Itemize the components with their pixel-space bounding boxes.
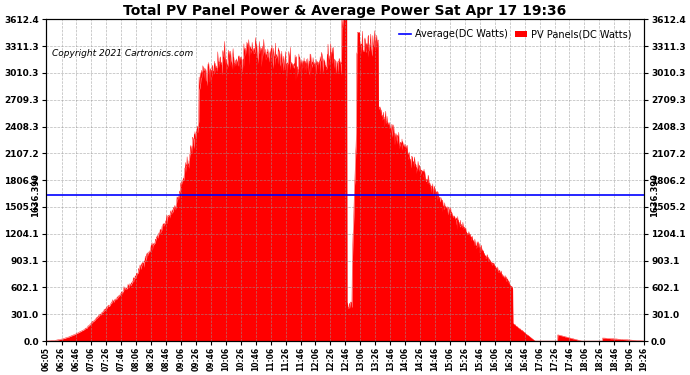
Text: 1636.390: 1636.390 bbox=[650, 173, 659, 217]
Text: Copyright 2021 Cartronics.com: Copyright 2021 Cartronics.com bbox=[52, 49, 193, 58]
Text: 1636.390: 1636.390 bbox=[31, 173, 40, 217]
Title: Total PV Panel Power & Average Power Sat Apr 17 19:36: Total PV Panel Power & Average Power Sat… bbox=[124, 4, 566, 18]
Legend: Average(DC Watts), PV Panels(DC Watts): Average(DC Watts), PV Panels(DC Watts) bbox=[397, 27, 633, 41]
